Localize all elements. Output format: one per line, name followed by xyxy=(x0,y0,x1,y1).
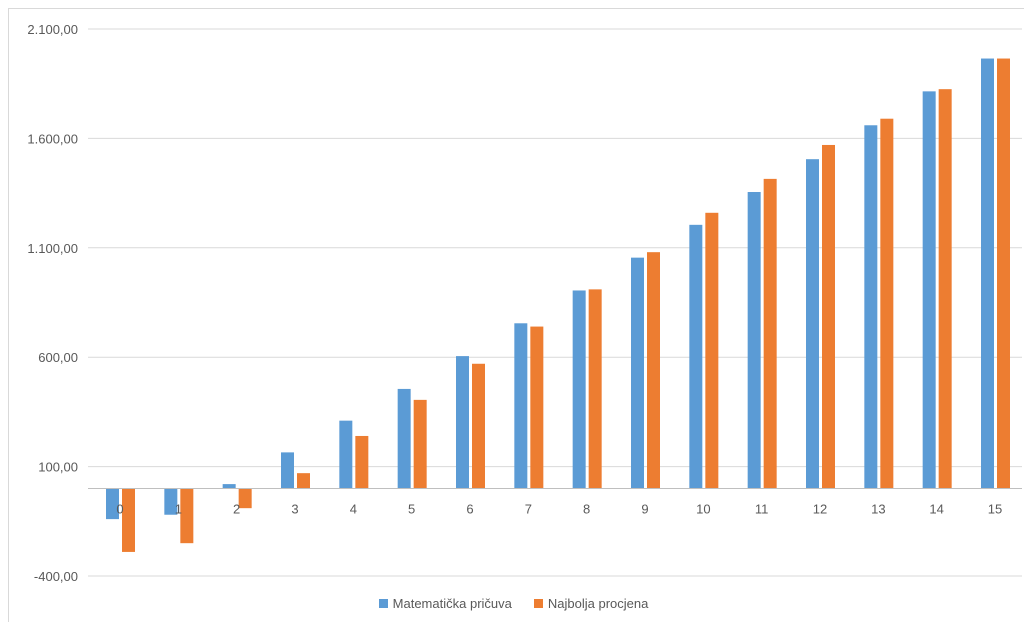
bar-series-2-cat-1 xyxy=(180,488,194,544)
x-tick-label: 3 xyxy=(291,501,298,516)
chart-frame xyxy=(8,8,1024,622)
y-tick-label: 1.600,00 xyxy=(27,131,78,146)
legend-label-series-1: Matematička pričuva xyxy=(392,596,512,611)
bar-series-2-cat-13 xyxy=(880,118,894,489)
bar-series-1-cat-6 xyxy=(456,356,469,489)
bar-series-1-cat-9 xyxy=(631,257,644,489)
y-tick-label: -400,00 xyxy=(34,569,78,584)
y-tick-label: 100,00 xyxy=(38,460,78,475)
x-tick-label: 2 xyxy=(233,501,240,516)
bar-series-1-cat-7 xyxy=(514,323,528,489)
x-tick-label: 12 xyxy=(813,501,827,516)
bar-series-1-cat-15 xyxy=(981,58,994,489)
legend-swatch-series-1 xyxy=(378,599,388,608)
bar-series-2-cat-15 xyxy=(997,58,1010,489)
bar-series-1-cat-10 xyxy=(689,224,703,489)
bar-series-2-cat-8 xyxy=(588,289,602,489)
bar-series-2-cat-6 xyxy=(472,363,485,489)
x-tick-label: 6 xyxy=(466,501,473,516)
bar-series-2-cat-7 xyxy=(530,326,544,489)
x-tick-label: 11 xyxy=(755,501,769,516)
x-tick-label: 15 xyxy=(988,501,1002,516)
bar-series-1-cat-4 xyxy=(339,420,353,489)
bar-series-1-cat-5 xyxy=(397,388,411,489)
y-tick-label: 600,00 xyxy=(38,350,78,365)
bar-series-1-cat-14 xyxy=(922,91,936,489)
legend-item-series-1: Matematička pričuva xyxy=(378,596,512,611)
bar-series-2-cat-3 xyxy=(297,473,310,489)
y-tick-label: 1.100,00 xyxy=(27,241,78,256)
legend: Matematička pričuva Najbolja procjena xyxy=(0,596,1027,611)
bar-series-1-cat-1 xyxy=(164,488,178,515)
bar-series-2-cat-10 xyxy=(705,212,719,489)
x-tick-label: 5 xyxy=(408,501,415,516)
bar-series-2-cat-2 xyxy=(238,488,252,509)
bar-series-1-cat-11 xyxy=(747,192,761,489)
bar-series-2-cat-11 xyxy=(763,178,777,489)
x-tick-label: 8 xyxy=(583,501,590,516)
x-tick-label: 10 xyxy=(696,501,710,516)
legend-label-series-2: Najbolja procjena xyxy=(547,596,649,611)
bar-series-2-cat-9 xyxy=(647,252,660,489)
x-tick-label: 14 xyxy=(929,501,943,516)
bar-series-2-cat-4 xyxy=(355,435,369,489)
bar-chart: -400,00 100,00 600,00 1.100,00 1.600,00 2.100… xyxy=(27,22,1022,584)
bar-series-1-cat-3 xyxy=(281,452,294,489)
legend-item-series-2: Najbolja procjena xyxy=(533,596,649,611)
bar-series-1-cat-12 xyxy=(806,159,819,489)
y-tick-label: 2.100,00 xyxy=(27,22,78,37)
bar-series-2-cat-5 xyxy=(413,399,427,489)
legend-swatch-series-2 xyxy=(533,599,543,608)
x-tick-label: 13 xyxy=(871,501,885,516)
x-tick-label: 4 xyxy=(350,501,357,516)
x-tick-label: 9 xyxy=(641,501,648,516)
bar-series-1-cat-8 xyxy=(572,290,586,489)
bar-series-2-cat-0 xyxy=(122,488,135,552)
bar-series-1-cat-13 xyxy=(864,125,878,489)
bar-series-1-cat-0 xyxy=(106,488,119,520)
bar-series-2-cat-12 xyxy=(822,144,835,489)
bar-series-2-cat-14 xyxy=(938,89,952,489)
x-tick-label: 0 xyxy=(116,501,123,516)
x-tick-label: 7 xyxy=(525,501,532,516)
x-tick-label: 1 xyxy=(175,501,182,516)
bar-series-1-cat-2 xyxy=(222,484,236,489)
